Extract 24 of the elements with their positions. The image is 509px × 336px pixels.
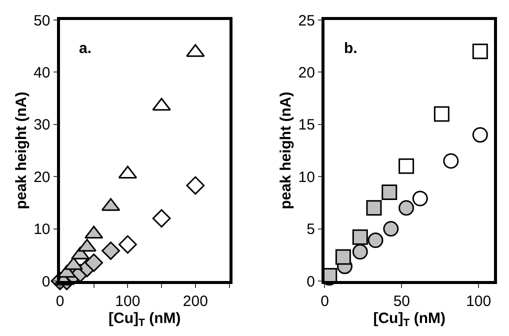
y-tick-label: 20 [298, 64, 315, 82]
y-tick-label: 25 [298, 12, 315, 30]
y-tick-label: 5 [306, 221, 315, 238]
y-tick-label: 30 [34, 116, 50, 134]
y-tick-label: 10 [298, 168, 315, 186]
y-tick-label: 40 [34, 64, 50, 82]
x-tick-label: 0 [320, 292, 329, 310]
y-axis-title: peak height (nA) [12, 92, 30, 210]
x-axis-title: [Cu]$_{T}$ (nM) [373, 310, 446, 329]
x-tick-label: 50 [393, 292, 410, 310]
annotation: a. [79, 40, 92, 57]
y-tick-label: 0 [306, 273, 315, 290]
x-tick-label: 200 [182, 292, 208, 310]
y-tick-label: 15 [298, 116, 315, 134]
y-axis-title: peak height (nA) [278, 92, 295, 210]
y-tick-label: 20 [34, 168, 50, 186]
annotation: b. [344, 40, 358, 57]
y-tick-label: 10 [34, 221, 50, 238]
x-tick-label: 100 [466, 292, 492, 310]
x-tick-label: 100 [115, 292, 140, 310]
y-tick-label: 50 [34, 12, 50, 30]
x-axis-title: [Cu]$_{T}$ (nM) [108, 310, 181, 329]
x-tick-label: 0 [56, 292, 64, 310]
y-tick-label: 0 [42, 273, 50, 290]
